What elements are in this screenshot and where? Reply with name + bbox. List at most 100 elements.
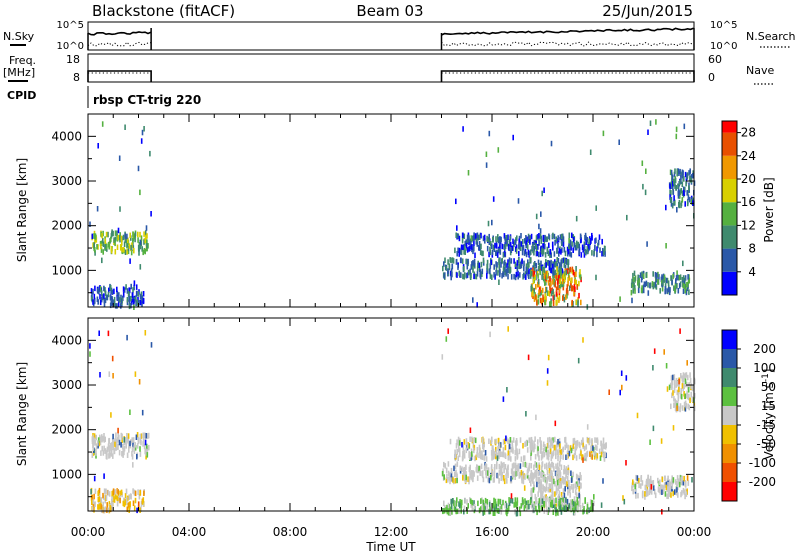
echo-point bbox=[490, 241, 492, 247]
nave-label: Nave bbox=[746, 64, 774, 77]
echo-point bbox=[486, 470, 489, 476]
echo-point bbox=[515, 248, 518, 254]
echo-point bbox=[456, 272, 458, 278]
echo-point bbox=[148, 444, 150, 451]
echo-point bbox=[676, 475, 679, 481]
echo-point bbox=[445, 467, 448, 474]
echo-point bbox=[489, 246, 491, 253]
echo-point bbox=[126, 433, 128, 439]
echo-point bbox=[100, 450, 102, 456]
echo-point bbox=[146, 243, 148, 249]
freq-tick-bottom: 8 bbox=[73, 71, 80, 84]
echo-point bbox=[519, 510, 522, 517]
echo-point bbox=[544, 487, 547, 493]
echo-point bbox=[672, 184, 674, 190]
echo-point bbox=[141, 296, 143, 302]
scatter-point bbox=[582, 337, 584, 343]
echo-point bbox=[540, 505, 543, 511]
echo-point bbox=[668, 486, 670, 492]
echo-point bbox=[678, 275, 681, 281]
echo-point bbox=[111, 438, 114, 444]
echo-point bbox=[123, 241, 126, 247]
echo-point bbox=[673, 195, 675, 201]
echo-point bbox=[580, 439, 583, 446]
scatter-point bbox=[650, 484, 653, 490]
echo-point bbox=[655, 284, 658, 290]
echo-point bbox=[544, 444, 546, 450]
echo-point bbox=[540, 487, 542, 493]
colorbar-segment bbox=[722, 330, 737, 349]
echo-point bbox=[668, 384, 671, 391]
echo-point bbox=[484, 461, 486, 468]
echo-point bbox=[549, 486, 551, 492]
echo-point bbox=[465, 464, 467, 470]
echo-point bbox=[670, 201, 673, 207]
echo-point bbox=[574, 449, 577, 456]
echo-point bbox=[574, 245, 577, 251]
echo-point bbox=[497, 234, 499, 240]
echo-point bbox=[548, 497, 550, 504]
scatter-point bbox=[535, 414, 537, 421]
echo-point bbox=[688, 404, 691, 411]
scatter-point bbox=[89, 351, 91, 357]
echo-point bbox=[529, 239, 531, 245]
scatter-point bbox=[112, 433, 114, 440]
echo-point bbox=[125, 488, 128, 495]
echo-point bbox=[684, 287, 687, 294]
echo-point bbox=[647, 481, 649, 487]
echo-point bbox=[523, 455, 525, 461]
echo-point bbox=[507, 273, 509, 280]
scatter-point bbox=[507, 326, 509, 332]
echo-point bbox=[457, 440, 460, 447]
scatter-point bbox=[595, 274, 597, 281]
scatter-point bbox=[640, 277, 643, 283]
echo-point bbox=[136, 432, 139, 438]
echo-point bbox=[550, 259, 552, 266]
echo-point bbox=[680, 200, 683, 207]
echo-point bbox=[546, 246, 549, 253]
echo-point bbox=[492, 237, 494, 243]
echo-point bbox=[454, 463, 457, 470]
echo-point bbox=[482, 257, 485, 264]
echo-point bbox=[503, 261, 505, 267]
echo-point bbox=[671, 483, 673, 490]
echo-point bbox=[503, 462, 505, 468]
echo-point bbox=[549, 501, 552, 508]
echo-point bbox=[483, 465, 486, 471]
echo-point bbox=[551, 453, 554, 459]
echo-point bbox=[461, 258, 464, 264]
echo-point bbox=[92, 450, 95, 456]
echo-point bbox=[444, 257, 446, 263]
echo-point bbox=[115, 438, 118, 445]
colorbar-tick-label: -50 bbox=[756, 437, 776, 451]
echo-point bbox=[689, 372, 691, 378]
echo-point bbox=[133, 284, 135, 291]
echo-point bbox=[633, 270, 636, 277]
echo-point bbox=[112, 453, 114, 459]
echo-point bbox=[560, 449, 563, 455]
echo-point bbox=[136, 443, 139, 449]
echo-point bbox=[579, 482, 582, 488]
echo-point bbox=[553, 261, 555, 268]
echo-point bbox=[579, 442, 581, 449]
echo-point bbox=[136, 299, 139, 306]
echo-point bbox=[577, 476, 579, 483]
echo-point bbox=[570, 252, 573, 258]
echo-point bbox=[538, 240, 540, 246]
echo-point bbox=[493, 467, 496, 473]
echo-point bbox=[112, 299, 114, 305]
echo-point bbox=[140, 439, 142, 446]
echo-point bbox=[144, 230, 147, 236]
scatter-point bbox=[124, 124, 126, 130]
scatter-point bbox=[550, 140, 553, 147]
echo-point bbox=[484, 497, 487, 504]
echo-point bbox=[487, 470, 490, 477]
echo-point bbox=[116, 286, 118, 293]
echo-point bbox=[544, 244, 546, 250]
echo-point bbox=[114, 493, 117, 500]
echo-point bbox=[445, 477, 448, 484]
scatter-point bbox=[141, 129, 144, 136]
echo-point bbox=[128, 447, 130, 453]
echo-point bbox=[558, 493, 560, 500]
echo-point bbox=[107, 231, 109, 238]
